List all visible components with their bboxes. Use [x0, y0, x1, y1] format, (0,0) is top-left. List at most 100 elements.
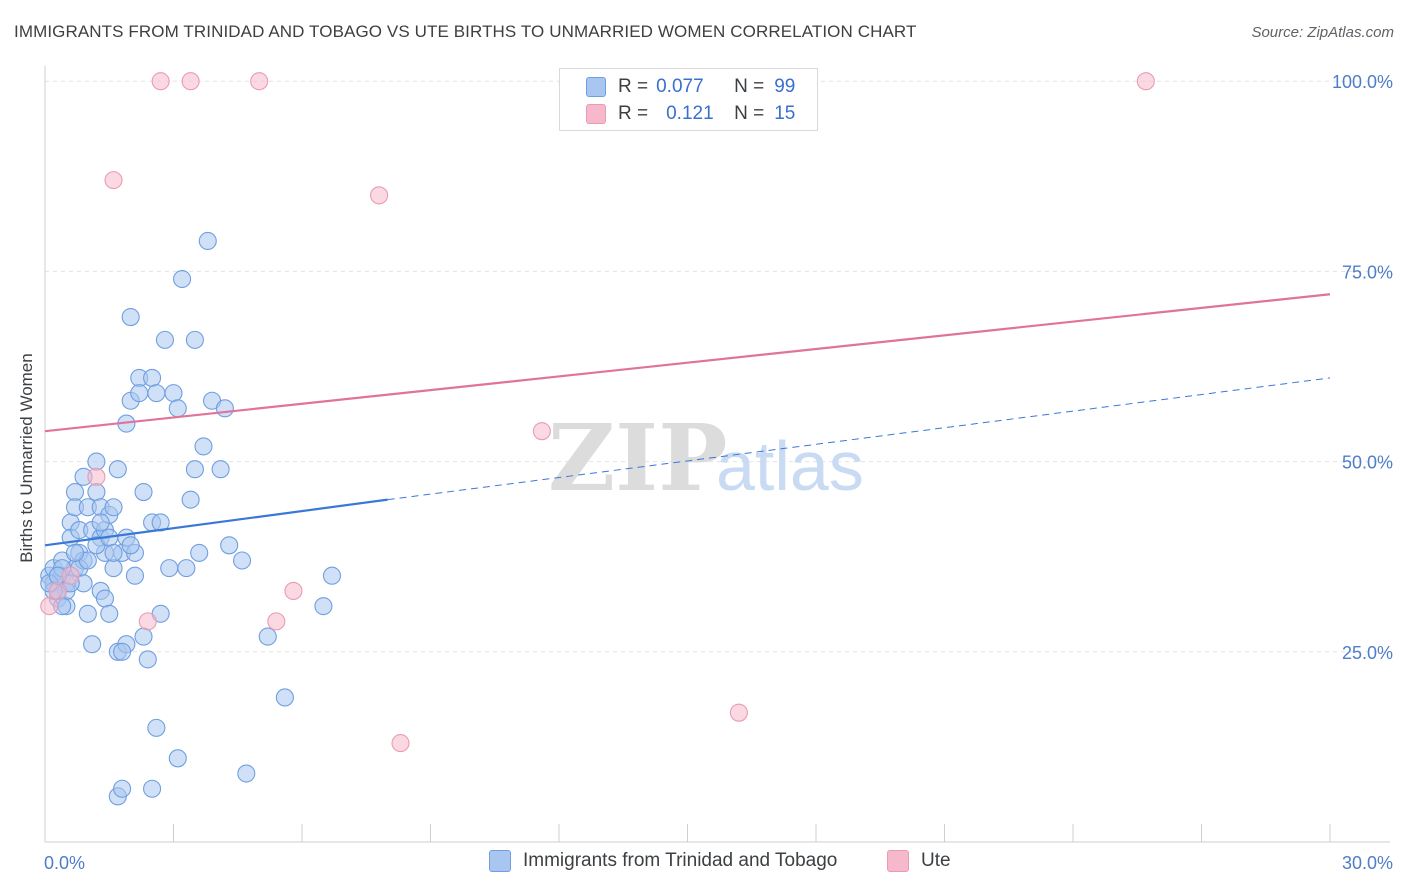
point-ute [1136, 72, 1155, 91]
point-ute [40, 597, 59, 616]
point-immigrants [113, 642, 132, 661]
legend-swatch-immigrants [489, 850, 511, 872]
point-immigrants [87, 482, 106, 502]
point-ute [532, 422, 551, 441]
point-immigrants [164, 384, 183, 403]
point-ute [87, 467, 106, 486]
point-ute [284, 581, 303, 600]
point-immigrants [78, 604, 97, 623]
legend-label-immigrants: Immigrants from Trinidad and Tobago [523, 850, 838, 871]
y-tick-label: 50.0% [1342, 453, 1393, 473]
legend-n-value: 99 [774, 76, 796, 97]
point-immigrants [87, 452, 106, 471]
point-immigrants [198, 231, 217, 251]
point-immigrants [190, 543, 209, 562]
watermark: ZIP atlas [548, 404, 864, 512]
point-immigrants [134, 627, 153, 646]
point-immigrants [185, 330, 204, 349]
axes [44, 66, 1390, 843]
point-immigrants [155, 330, 174, 349]
trend-line-immigrants [44, 498, 388, 547]
point-immigrants [138, 650, 157, 669]
point-immigrants [215, 399, 234, 418]
legend-label-ute: Ute [921, 850, 951, 871]
point-immigrants [232, 551, 252, 570]
point-ute [61, 566, 80, 585]
legend-row-ute: R = 0.121 N = 15 [586, 103, 795, 125]
point-immigrants [147, 718, 166, 737]
point-immigrants [168, 749, 187, 768]
trend-lines [44, 293, 1331, 547]
point-ute [48, 581, 67, 600]
data-points [40, 72, 1155, 806]
point-immigrants [143, 368, 162, 387]
grid-lines [45, 80, 1390, 653]
legend-r-value: 0.077 [656, 76, 704, 97]
trend-line-ute [44, 293, 1331, 433]
x-tick-label: 30.0% [1342, 853, 1393, 873]
legend-n-label: N = [734, 76, 765, 97]
point-immigrants [65, 543, 85, 562]
point-immigrants [220, 536, 239, 555]
legend-r-label: R = [618, 76, 649, 97]
legend-swatch-ute [887, 850, 909, 872]
point-immigrants [143, 779, 162, 798]
point-ute [151, 72, 170, 91]
legend-r-value: 0.121 [666, 103, 714, 124]
point-immigrants [185, 460, 204, 479]
point-immigrants [147, 384, 166, 403]
y-tick-label: 75.0% [1342, 262, 1393, 282]
y-tick-label: 25.0% [1342, 643, 1393, 663]
legend-swatch-immigrants [586, 77, 606, 97]
point-immigrants [125, 566, 144, 585]
point-immigrants [173, 269, 192, 289]
point-immigrants [83, 635, 102, 654]
tick-labels: 25.0% 50.0% 75.0% 100.0% 0.0% 30.0% [44, 72, 1393, 873]
point-immigrants [104, 543, 123, 562]
point-immigrants [121, 308, 140, 327]
point-ute [267, 612, 286, 631]
point-ute [181, 72, 200, 91]
point-immigrants [237, 764, 256, 783]
point-immigrants [160, 559, 179, 578]
legend-n-label: N = [734, 103, 765, 124]
series-legend: Immigrants from Trinidad and Tobago Ute [0, 850, 1406, 878]
point-ute [250, 72, 269, 91]
point-immigrants [275, 688, 294, 707]
point-immigrants [211, 460, 230, 479]
point-immigrants [113, 779, 132, 798]
watermark-atlas: atlas [716, 427, 864, 505]
point-immigrants [177, 559, 196, 578]
trend-line-immigrants-extension [387, 377, 1331, 501]
point-ute [104, 171, 123, 190]
point-immigrants [181, 490, 200, 509]
watermark-zip: ZIP [548, 404, 727, 512]
point-immigrants [108, 460, 127, 479]
point-ute [729, 703, 748, 722]
legend-row-immigrants: R = 0.077 N = 99 [586, 76, 795, 98]
point-immigrants [168, 399, 187, 418]
point-immigrants [134, 482, 153, 502]
point-immigrants [104, 498, 123, 517]
point-immigrants [130, 384, 149, 403]
point-immigrants [65, 482, 85, 502]
legend-item-immigrants: Immigrants from Trinidad and Tobago [489, 850, 837, 872]
point-ute [138, 612, 157, 631]
correlation-legend: R = 0.077 N = 99 R = 0.121 N = 15 [559, 68, 818, 131]
point-immigrants [322, 566, 342, 585]
y-axis-label: Births to Unmarried Women [17, 353, 36, 562]
legend-item-ute: Ute [887, 850, 951, 872]
point-immigrants [100, 604, 119, 623]
point-immigrants [91, 513, 110, 532]
legend-swatch-ute [586, 104, 606, 124]
point-ute [370, 186, 389, 205]
point-immigrants [95, 589, 115, 608]
point-immigrants [104, 559, 123, 578]
point-ute [391, 734, 410, 753]
y-tick-label: 100.0% [1332, 72, 1393, 92]
point-immigrants [258, 627, 277, 646]
legend-r-label: R = [618, 103, 649, 124]
point-immigrants [314, 597, 333, 616]
source-label: Source: ZipAtlas.com [1251, 24, 1394, 41]
